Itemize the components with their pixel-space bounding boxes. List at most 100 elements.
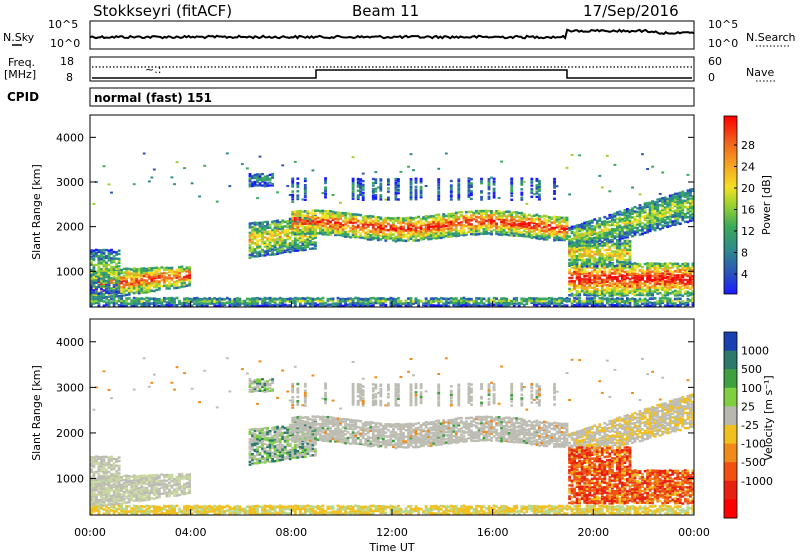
power-cell (105, 269, 108, 272)
power-cell (656, 224, 660, 228)
power-cell (588, 264, 592, 268)
power-cell (611, 215, 614, 218)
power-cell (583, 252, 587, 256)
power-cell (437, 178, 441, 181)
power-cell (522, 225, 526, 228)
power-cell (306, 232, 310, 235)
power-cell (324, 216, 327, 219)
power-cell (460, 303, 463, 307)
power-cell (303, 189, 307, 192)
power-cell (588, 274, 592, 278)
power-cell (402, 239, 405, 242)
power-cell (422, 229, 426, 232)
power-cell (550, 221, 554, 224)
power-cell (152, 273, 156, 276)
power-cell (470, 297, 473, 301)
power-cell (117, 265, 121, 268)
power-cell (311, 235, 315, 238)
power-cell (173, 272, 176, 275)
power-cell (580, 246, 584, 249)
power-cell (258, 245, 262, 248)
power-cell (376, 225, 380, 229)
power-cell (155, 288, 159, 292)
power-cell (120, 290, 124, 293)
power-cell (621, 266, 624, 269)
power-cell (570, 282, 574, 285)
power-cell (452, 297, 456, 301)
power-cell (444, 227, 448, 231)
power-cell (351, 219, 355, 222)
power-cell (626, 216, 629, 219)
power-cell (573, 264, 577, 267)
power-cell (147, 277, 151, 280)
power-cell (497, 212, 501, 215)
power-cell (515, 219, 519, 223)
noise-left-tick-top: 10^5 (48, 18, 78, 31)
power-cell (661, 272, 665, 275)
power-cell (656, 277, 660, 281)
power-cell (356, 219, 360, 223)
power-cell (379, 198, 383, 201)
power-cell (293, 299, 297, 303)
power-cell (92, 279, 96, 282)
power-cell (308, 235, 312, 239)
power-cell (409, 194, 413, 197)
power-cell (683, 301, 687, 305)
power-cell (303, 218, 307, 221)
power-cell (251, 302, 254, 305)
power-cell (92, 299, 96, 303)
power-cell (120, 301, 124, 305)
power-cell (427, 215, 431, 218)
power-cell (623, 303, 627, 307)
power-cell (314, 232, 317, 236)
power-cell (137, 288, 141, 291)
power-cell (457, 190, 461, 193)
power-cell (306, 245, 310, 249)
power-cell (628, 291, 632, 294)
power-cell (324, 301, 327, 305)
power-cell (570, 280, 574, 283)
power-cell (125, 280, 129, 283)
power-cell (616, 284, 619, 288)
power-cell (668, 207, 672, 210)
power-cell (339, 297, 342, 301)
power-cell (193, 299, 197, 302)
power-cell (251, 236, 254, 239)
power-cell (253, 235, 257, 239)
power-cell (691, 195, 695, 198)
power-cell (618, 303, 622, 307)
power-cell (288, 300, 292, 303)
power-cell (361, 228, 365, 232)
power-cell (689, 286, 692, 289)
power-cell (127, 287, 131, 290)
power-cell (175, 282, 179, 285)
power-cell (505, 210, 509, 213)
power-cell (283, 232, 287, 236)
power-cell (147, 290, 151, 293)
power-cell (316, 209, 320, 212)
power-cell (185, 274, 189, 278)
power-cell (462, 219, 466, 223)
power-cell (117, 268, 121, 271)
power-cell (520, 217, 524, 220)
power-cell (595, 303, 599, 307)
power-cell (374, 236, 378, 240)
power-cell (376, 222, 380, 226)
power-cell (643, 206, 647, 209)
power-cell (653, 286, 657, 289)
power-cell (668, 299, 672, 302)
power-cell (580, 286, 584, 290)
power-cell (686, 299, 690, 302)
power-cell (460, 221, 463, 224)
power-cell (253, 242, 257, 245)
power-cell (110, 268, 113, 272)
power-cell (515, 229, 519, 233)
power-cell (578, 233, 582, 236)
power-cell (253, 231, 257, 234)
power-cell (404, 219, 408, 222)
power-cell (460, 227, 463, 230)
power-cell (492, 303, 496, 307)
power-cell (246, 301, 249, 305)
power-cell (253, 184, 257, 187)
power-cell (95, 295, 98, 298)
